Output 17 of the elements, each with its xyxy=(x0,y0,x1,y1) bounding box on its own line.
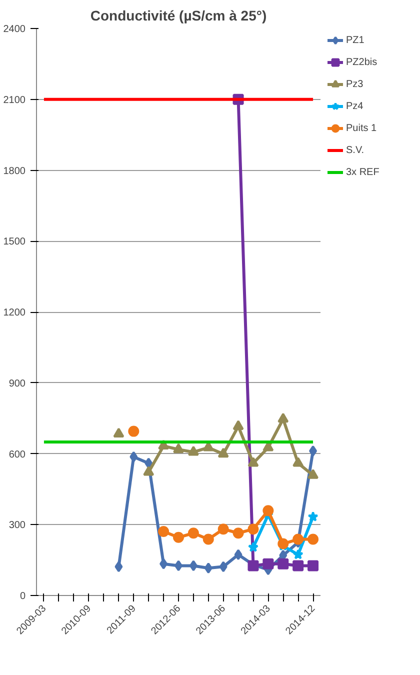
y-tick-label: 900 xyxy=(8,378,26,390)
legend-label: PZ2bis xyxy=(346,56,378,68)
y-tick-label: 2400 xyxy=(3,24,26,35)
legend-label: Pz3 xyxy=(346,78,364,90)
legend-label: Puits 1 xyxy=(346,122,377,134)
y-tick-label: 1500 xyxy=(3,236,26,248)
legend-label: Pz4 xyxy=(346,100,364,112)
y-tick-label: 0 xyxy=(20,591,26,602)
legend-label: S.V. xyxy=(346,144,365,156)
y-tick-label: 300 xyxy=(8,520,26,532)
y-tick-label: 600 xyxy=(8,449,26,460)
y-tick-label: 1200 xyxy=(3,308,26,318)
legend-label: 3x REF xyxy=(346,166,380,178)
legend-label: PZ1 xyxy=(346,34,366,46)
y-tick-label: 2100 xyxy=(3,94,26,106)
y-tick-label: 1800 xyxy=(3,166,26,177)
chart-title: Conductivité (µS/cm à 25°) xyxy=(90,8,267,24)
